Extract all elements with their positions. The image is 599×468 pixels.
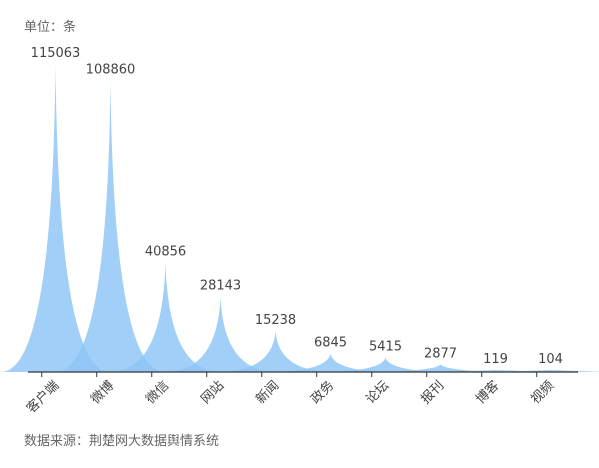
value-labels: 115063 108860 40856 28143 15238 6845 5415 2877 1… bbox=[31, 46, 563, 367]
x-tick-label-7: 论坛 bbox=[363, 378, 392, 407]
value-label-5: 15238 bbox=[255, 313, 296, 328]
x-tick-label-2: 微博 bbox=[88, 378, 117, 407]
x-tick-label-10: 视频 bbox=[528, 378, 557, 407]
value-label-2: 108860 bbox=[86, 63, 136, 78]
x-axis bbox=[28, 371, 578, 377]
x-tick-labels: 客户端 微博 微信 网站 新闻 政务 论坛 报刊 博客 视频 bbox=[23, 378, 557, 417]
x-tick-label-4: 网站 bbox=[198, 378, 227, 407]
x-tick-label-3: 微信 bbox=[143, 378, 172, 407]
spike-1 bbox=[1, 64, 110, 372]
x-tick-label-9: 博客 bbox=[473, 378, 503, 408]
spike-7 bbox=[331, 357, 440, 372]
spike-2 bbox=[56, 80, 165, 372]
x-tick-label-8: 报刊 bbox=[418, 378, 447, 407]
value-label-10: 104 bbox=[538, 352, 563, 367]
value-label-6: 6845 bbox=[314, 336, 347, 351]
unit-label: 单位：条 bbox=[24, 20, 77, 35]
spike-4 bbox=[166, 296, 275, 372]
value-label-9: 119 bbox=[483, 352, 508, 367]
source-label: 数据来源：荆楚网大数据舆情系统 bbox=[24, 434, 220, 449]
value-label-3: 40856 bbox=[145, 245, 186, 260]
spike-3 bbox=[111, 262, 220, 372]
spike-6 bbox=[276, 353, 385, 372]
value-label-8: 2877 bbox=[424, 346, 457, 361]
spike-series bbox=[1, 64, 599, 372]
x-tick-label-6: 政务 bbox=[308, 378, 338, 408]
value-label-4: 28143 bbox=[200, 279, 241, 294]
value-label-7: 5415 bbox=[369, 340, 402, 355]
spike-5 bbox=[221, 331, 330, 372]
x-tick-label-1: 客户端 bbox=[23, 378, 62, 417]
x-tick-label-5: 新闻 bbox=[253, 378, 283, 408]
value-label-1: 115063 bbox=[31, 46, 81, 61]
spike-8 bbox=[386, 364, 495, 372]
